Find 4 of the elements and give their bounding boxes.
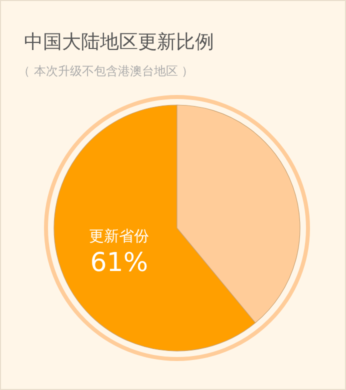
slice-label: 更新省份 xyxy=(89,226,150,245)
data-label: 61% xyxy=(90,248,148,278)
chart-subtitle: （ 本次升级不包含港澳台地区 ） xyxy=(18,64,194,78)
chart-title: 中国大陆地区更新比例 xyxy=(24,31,214,53)
